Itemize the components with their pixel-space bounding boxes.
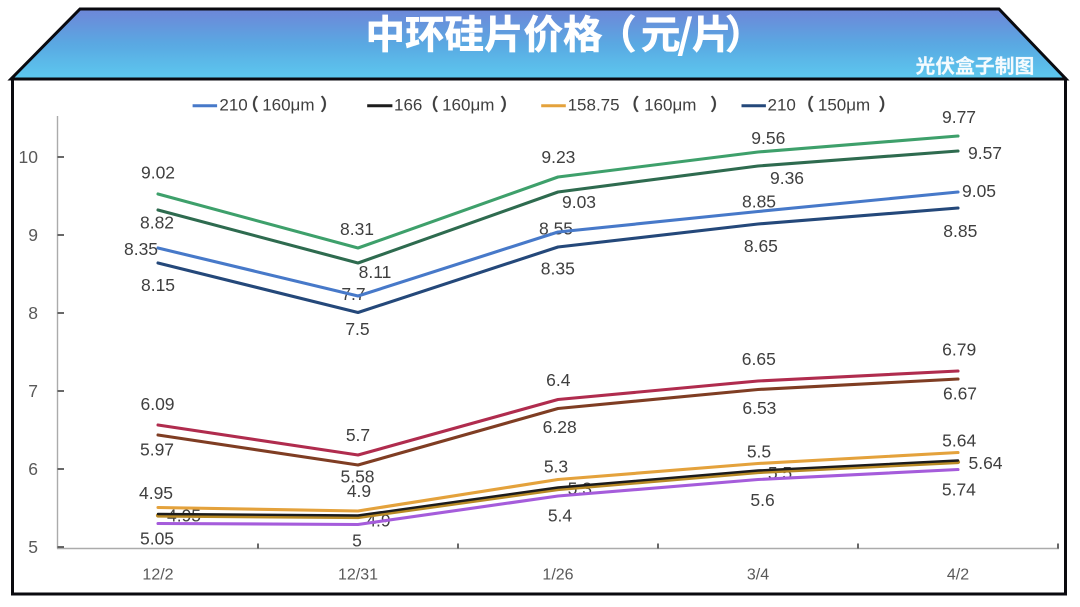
svg-text:5.4: 5.4: [548, 505, 573, 525]
svg-text:5.74: 5.74: [942, 480, 976, 500]
svg-text:8.55: 8.55: [539, 219, 573, 239]
svg-text:160μm: 160μm: [442, 95, 494, 114]
svg-text:210: 210: [219, 95, 247, 114]
svg-text:9.02: 9.02: [141, 163, 175, 183]
svg-text:9: 9: [28, 225, 38, 245]
svg-text:6.4: 6.4: [546, 370, 571, 390]
svg-text:5.3: 5.3: [544, 456, 568, 476]
svg-text:5.97: 5.97: [140, 440, 174, 460]
svg-text:8.85: 8.85: [943, 221, 977, 241]
svg-text:5.58: 5.58: [340, 467, 374, 487]
svg-text:160μm: 160μm: [644, 95, 696, 114]
svg-text:12/31: 12/31: [338, 567, 378, 584]
svg-text:8.31: 8.31: [340, 219, 374, 239]
svg-text:9.23: 9.23: [541, 147, 575, 167]
svg-text:8.85: 8.85: [742, 192, 776, 212]
svg-text:10: 10: [19, 147, 39, 167]
svg-text:6: 6: [28, 459, 38, 479]
svg-text:9.57: 9.57: [968, 143, 1002, 163]
svg-text:8.15: 8.15: [141, 275, 175, 295]
svg-text:1/26: 1/26: [542, 567, 573, 584]
svg-text:5.64: 5.64: [968, 453, 1002, 473]
svg-text:5.6: 5.6: [750, 490, 774, 510]
svg-text:7.5: 7.5: [345, 319, 369, 339]
svg-text:150μm: 150μm: [818, 95, 870, 114]
svg-text:6.67: 6.67: [943, 384, 977, 404]
svg-text:6.65: 6.65: [742, 349, 776, 369]
svg-text:158.75: 158.75: [568, 95, 620, 114]
svg-text:5.64: 5.64: [942, 431, 976, 451]
svg-text:4.9: 4.9: [347, 481, 371, 501]
svg-text:3/4: 3/4: [747, 567, 769, 584]
svg-text:6.53: 6.53: [742, 398, 776, 418]
svg-text:5: 5: [352, 531, 362, 551]
svg-text:9.77: 9.77: [942, 107, 976, 127]
svg-text:8: 8: [28, 303, 38, 323]
svg-text:4.95: 4.95: [139, 483, 173, 503]
svg-text:8.35: 8.35: [541, 259, 575, 279]
svg-text:5: 5: [28, 537, 38, 557]
svg-text:9.56: 9.56: [751, 128, 785, 148]
svg-text:7: 7: [28, 381, 38, 401]
svg-text:8.11: 8.11: [359, 262, 392, 282]
svg-text:8.82: 8.82: [140, 213, 174, 233]
svg-text:160μm: 160μm: [262, 95, 314, 114]
svg-text:6.09: 6.09: [140, 394, 174, 414]
svg-text:9.05: 9.05: [962, 181, 996, 201]
svg-text:8.35: 8.35: [124, 239, 158, 259]
svg-text:5.7: 5.7: [346, 425, 370, 445]
svg-text:5.05: 5.05: [140, 529, 174, 549]
svg-text:6.28: 6.28: [543, 417, 577, 437]
svg-text:9.36: 9.36: [770, 168, 804, 188]
svg-text:6.79: 6.79: [942, 339, 976, 359]
svg-text:12/2: 12/2: [142, 567, 173, 584]
svg-text:9.03: 9.03: [562, 192, 596, 212]
svg-text:210: 210: [768, 95, 796, 114]
svg-text:8.65: 8.65: [744, 236, 778, 256]
svg-text:5.5: 5.5: [747, 441, 771, 461]
svg-text:4/2: 4/2: [947, 567, 969, 584]
svg-text:166: 166: [394, 95, 422, 114]
